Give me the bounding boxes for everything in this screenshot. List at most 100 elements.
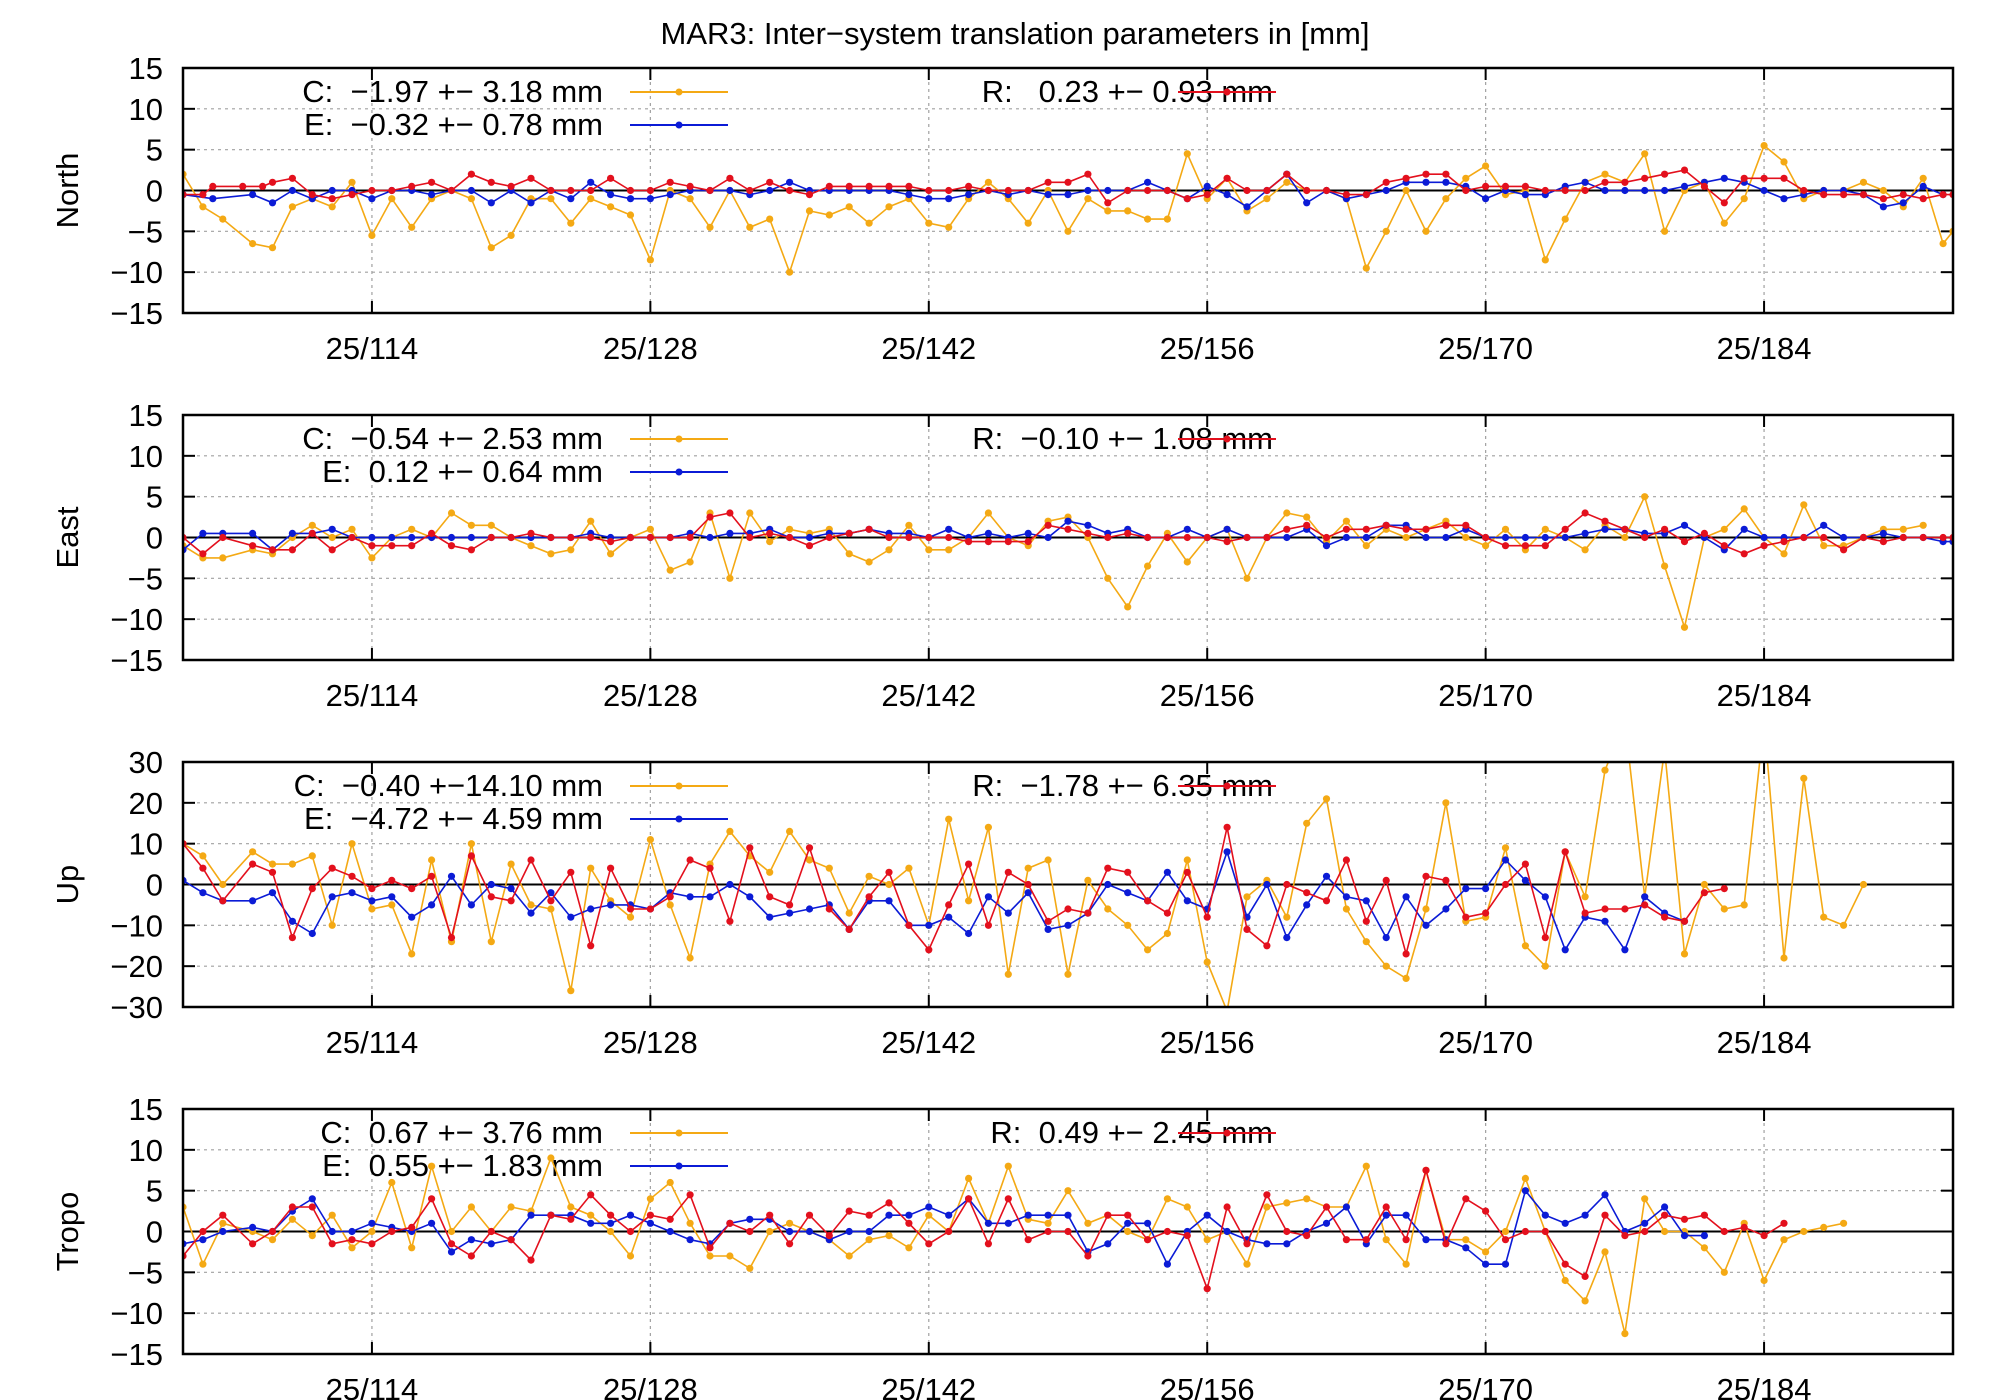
data-point-c xyxy=(368,1227,376,1236)
data-point-r xyxy=(825,182,833,190)
data-point-c xyxy=(706,1252,714,1260)
data-point-c xyxy=(1203,1236,1211,1244)
data-point-e xyxy=(447,872,456,880)
y-axis-label: Up xyxy=(50,865,85,905)
data-point-r xyxy=(1501,542,1510,550)
data-point-e xyxy=(1322,872,1331,880)
data-point-r xyxy=(1820,533,1828,542)
data-point-e xyxy=(348,1227,356,1236)
data-point-c xyxy=(925,219,933,227)
data-point-r xyxy=(726,174,734,182)
series-line-r xyxy=(183,512,1953,555)
data-point-c xyxy=(447,1227,456,1236)
data-point-r xyxy=(328,195,336,203)
data-point-c xyxy=(1183,150,1191,158)
data-point-e xyxy=(388,893,396,901)
data-point-r xyxy=(1501,880,1510,889)
data-point-c xyxy=(1124,603,1132,611)
data-point-c xyxy=(547,905,555,913)
data-point-c xyxy=(567,546,575,554)
data-point-r xyxy=(825,905,833,913)
data-point-r xyxy=(1521,1227,1529,1236)
data-point-c xyxy=(626,1252,635,1260)
data-point-r xyxy=(1342,856,1350,864)
data-point-c xyxy=(1283,178,1291,186)
data-point-c xyxy=(925,1211,933,1219)
data-point-c xyxy=(1919,174,1927,182)
data-point-e xyxy=(1024,889,1032,897)
data-point-r xyxy=(527,174,535,182)
data-point-r xyxy=(1402,1236,1410,1244)
data-point-e xyxy=(1243,203,1251,211)
data-point-r xyxy=(1303,889,1311,897)
data-point-c xyxy=(507,860,515,868)
data-point-r xyxy=(1760,174,1768,182)
data-point-e xyxy=(219,1227,227,1236)
data-point-r xyxy=(368,186,376,195)
data-point-e xyxy=(408,913,416,921)
data-point-r xyxy=(1084,909,1092,917)
data-point-e xyxy=(1641,893,1649,901)
data-point-e xyxy=(1601,525,1609,533)
data-point-e xyxy=(726,186,734,195)
data-point-c xyxy=(1879,186,1887,195)
data-point-c xyxy=(328,203,336,211)
data-point-r xyxy=(945,901,953,909)
data-point-c xyxy=(547,195,555,203)
data-point-e xyxy=(845,1227,853,1236)
data-point-c xyxy=(567,987,575,995)
y-tick-label: −15 xyxy=(110,296,163,331)
data-point-r xyxy=(1899,533,1907,542)
data-point-c xyxy=(1760,142,1768,150)
data-point-r xyxy=(905,921,913,929)
data-point-r xyxy=(1422,170,1430,178)
data-point-c xyxy=(1541,256,1549,264)
data-point-r xyxy=(467,1252,475,1260)
data-point-c xyxy=(1382,227,1390,235)
data-point-r xyxy=(1362,191,1370,199)
data-point-r xyxy=(1501,182,1510,190)
data-point-c xyxy=(1561,215,1569,223)
data-point-c xyxy=(1044,1219,1052,1227)
data-point-e xyxy=(268,199,277,207)
data-point-r xyxy=(766,893,774,901)
data-point-r xyxy=(1402,950,1410,958)
data-point-r xyxy=(1482,533,1490,542)
data-point-c xyxy=(865,1236,873,1244)
data-point-e xyxy=(726,529,734,538)
data-point-r xyxy=(239,182,247,190)
data-point-c xyxy=(1939,240,1947,248)
data-point-r xyxy=(766,529,774,538)
data-point-e xyxy=(467,901,475,909)
data-point-r xyxy=(1263,533,1271,542)
data-point-e xyxy=(1362,897,1370,905)
data-point-r xyxy=(1521,860,1529,868)
data-point-r xyxy=(1680,1215,1689,1223)
data-point-e xyxy=(388,533,396,542)
data-point-r xyxy=(1263,186,1271,195)
data-point-r xyxy=(428,872,436,880)
data-point-c xyxy=(1621,718,1628,725)
data-point-c xyxy=(885,1232,893,1240)
data-point-c xyxy=(984,178,993,186)
data-point-c xyxy=(1442,195,1450,203)
data-point-e xyxy=(587,1219,595,1227)
data-point-c xyxy=(1183,856,1191,864)
data-point-r xyxy=(547,897,555,905)
data-point-e xyxy=(467,186,475,195)
data-point-e xyxy=(1422,178,1430,186)
data-point-c xyxy=(567,219,575,227)
data-point-e xyxy=(885,1211,893,1219)
data-point-c xyxy=(984,823,993,831)
data-point-c xyxy=(408,950,416,958)
data-point-r xyxy=(1163,533,1171,542)
data-point-r xyxy=(805,844,814,852)
data-point-c xyxy=(1303,1195,1311,1203)
data-point-c xyxy=(1641,1195,1649,1203)
x-tick-label: 25/114 xyxy=(326,678,419,713)
data-point-r xyxy=(1700,889,1708,897)
data-point-r xyxy=(1641,1227,1649,1236)
data-point-e xyxy=(945,1211,953,1219)
data-point-r xyxy=(626,1227,635,1236)
data-point-c xyxy=(1760,1276,1768,1285)
